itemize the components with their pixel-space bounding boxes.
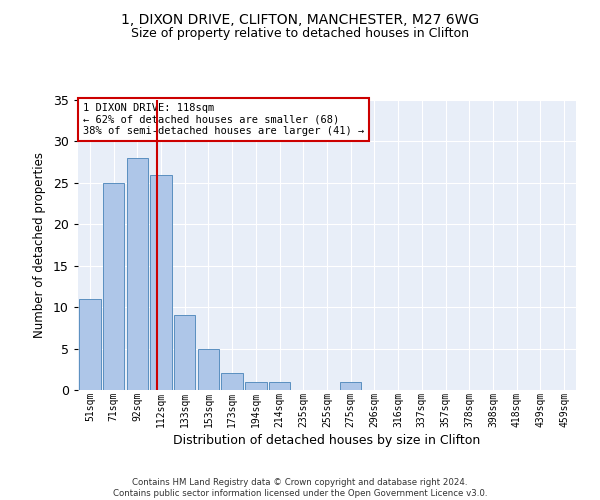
Bar <box>221 374 243 390</box>
Y-axis label: Number of detached properties: Number of detached properties <box>33 152 46 338</box>
Text: Size of property relative to detached houses in Clifton: Size of property relative to detached ho… <box>131 28 469 40</box>
Bar <box>198 348 219 390</box>
Text: Contains HM Land Registry data © Crown copyright and database right 2024.
Contai: Contains HM Land Registry data © Crown c… <box>113 478 487 498</box>
Bar <box>269 382 290 390</box>
Bar <box>151 174 172 390</box>
X-axis label: Distribution of detached houses by size in Clifton: Distribution of detached houses by size … <box>173 434 481 446</box>
Text: 1 DIXON DRIVE: 118sqm
← 62% of detached houses are smaller (68)
38% of semi-deta: 1 DIXON DRIVE: 118sqm ← 62% of detached … <box>83 103 364 136</box>
Bar <box>127 158 148 390</box>
Bar <box>174 316 196 390</box>
Text: 1, DIXON DRIVE, CLIFTON, MANCHESTER, M27 6WG: 1, DIXON DRIVE, CLIFTON, MANCHESTER, M27… <box>121 12 479 26</box>
Bar <box>245 382 266 390</box>
Bar <box>79 299 101 390</box>
Bar <box>340 382 361 390</box>
Bar <box>103 183 124 390</box>
